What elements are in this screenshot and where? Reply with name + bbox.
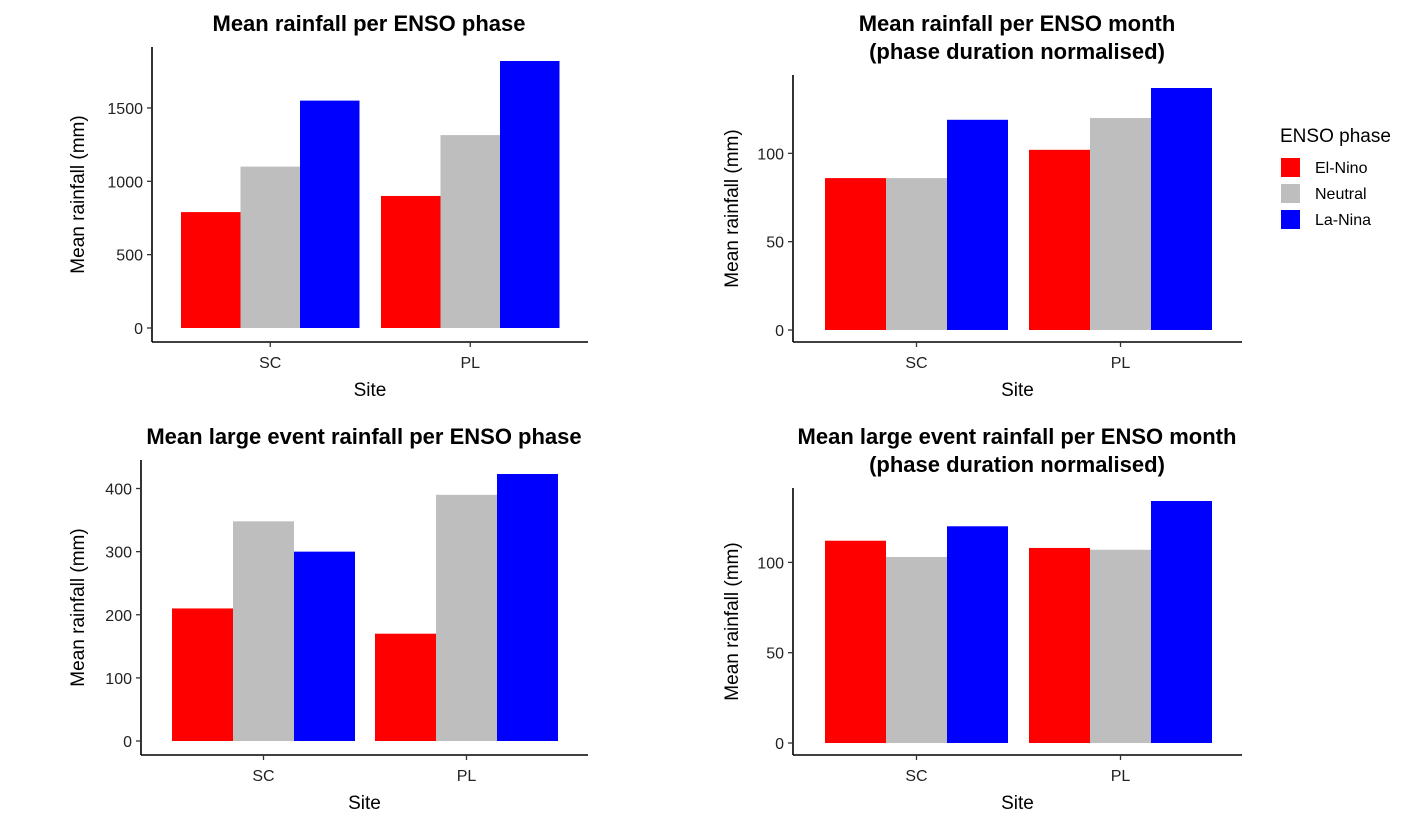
bar-el-nino-sc	[825, 540, 886, 743]
y-tick-label: 100	[105, 671, 132, 688]
legend-title: ENSO phase	[1280, 126, 1391, 147]
y-tick-label: 1500	[107, 101, 143, 118]
bar-neutral-pl	[436, 494, 497, 741]
bar-la-nina-pl	[1151, 88, 1212, 330]
y-tick-label: 200	[105, 608, 132, 625]
chart-panel-1: Mean rainfall per ENSO phase 0 500 1000 1500…	[68, 11, 588, 401]
x-tick-label: SC	[905, 768, 927, 785]
chart-title: (phase duration normalised)	[869, 452, 1165, 477]
x-tick-label: SC	[259, 355, 281, 372]
x-tick-label: PL	[460, 355, 480, 372]
bar-el-nino-sc	[181, 212, 241, 328]
bar-neutral-sc	[886, 556, 947, 743]
bar-neutral-sc	[233, 521, 294, 741]
x-axis-label: Site	[348, 793, 381, 814]
x-tick-label: SC	[252, 768, 274, 785]
chart-title: Mean large event rainfall per ENSO phase	[146, 424, 581, 449]
y-axis-label: Mean rainfall (mm)	[722, 129, 743, 287]
bar-la-nina-pl	[497, 474, 558, 741]
chart-title: (phase duration normalised)	[869, 39, 1165, 64]
bar-la-nina-pl	[1151, 501, 1212, 743]
chart-panels: Mean rainfall per ENSO phase050010001500…	[68, 11, 1242, 814]
y-tick-label: 50	[766, 235, 784, 252]
y-axis-label: Mean rainfall (mm)	[68, 115, 89, 273]
y-tick-label: 100	[757, 146, 784, 163]
bar-neutral-pl	[1090, 549, 1151, 743]
y-tick-label: 50	[766, 646, 784, 663]
y-tick-label: 0	[134, 321, 143, 338]
x-tick-label: SC	[905, 355, 927, 372]
bar-el-nino-pl	[375, 633, 436, 741]
legend-key-el-nino	[1281, 158, 1300, 177]
legend-label: La-Nina	[1315, 212, 1371, 229]
y-axis-label: Mean rainfall (mm)	[68, 528, 89, 686]
bar-la-nina-sc	[947, 119, 1008, 330]
bar-neutral-sc	[240, 166, 300, 328]
chart-title: Mean rainfall per ENSO month	[859, 11, 1176, 36]
legend-key-neutral	[1281, 184, 1300, 203]
bar-la-nina-sc	[300, 100, 360, 328]
y-tick-label: 1000	[107, 174, 143, 191]
x-tick-label: PL	[1111, 355, 1131, 372]
bar-el-nino-pl	[381, 195, 441, 328]
y-tick-label: 0	[775, 736, 784, 753]
x-axis-label: Site	[1001, 380, 1034, 401]
y-axis-label: Mean rainfall (mm)	[722, 542, 743, 700]
bar-la-nina-sc	[294, 551, 355, 741]
bar-neutral-sc	[886, 178, 947, 330]
y-tick-label: 0	[775, 323, 784, 340]
x-tick-label: PL	[457, 768, 477, 785]
bar-el-nino-sc	[172, 608, 233, 741]
y-tick-label: 300	[105, 545, 132, 562]
y-tick-label: 0	[123, 734, 132, 751]
legend-label: Neutral	[1315, 186, 1367, 203]
chart-panel-3: Mean large event rainfall per ENSO phase…	[68, 424, 588, 814]
bar-neutral-pl	[440, 135, 500, 328]
y-tick-label: 500	[116, 248, 143, 265]
y-tick-label: 100	[757, 555, 784, 572]
x-axis-label: Site	[354, 380, 387, 401]
chart-title: Mean rainfall per ENSO phase	[213, 11, 526, 36]
bar-la-nina-sc	[947, 526, 1008, 743]
bar-el-nino-pl	[1029, 547, 1090, 743]
legend: ENSO phase El-Nino Neutral La-Nina	[1280, 126, 1391, 229]
legend-key-la-nina	[1281, 210, 1300, 229]
bar-el-nino-pl	[1029, 149, 1090, 330]
bar-neutral-pl	[1090, 118, 1151, 330]
y-tick-label: 400	[105, 482, 132, 499]
chart-title: Mean large event rainfall per ENSO month	[798, 424, 1237, 449]
x-axis-label: Site	[1001, 793, 1034, 814]
chart-panel-4: Mean large event rainfall per ENSO month…	[722, 424, 1242, 814]
chart-panel-2: Mean rainfall per ENSO month (phase durat…	[722, 11, 1242, 401]
bar-el-nino-sc	[825, 178, 886, 330]
x-tick-label: PL	[1111, 768, 1131, 785]
legend-label: El-Nino	[1315, 160, 1368, 177]
bar-la-nina-pl	[500, 61, 560, 328]
